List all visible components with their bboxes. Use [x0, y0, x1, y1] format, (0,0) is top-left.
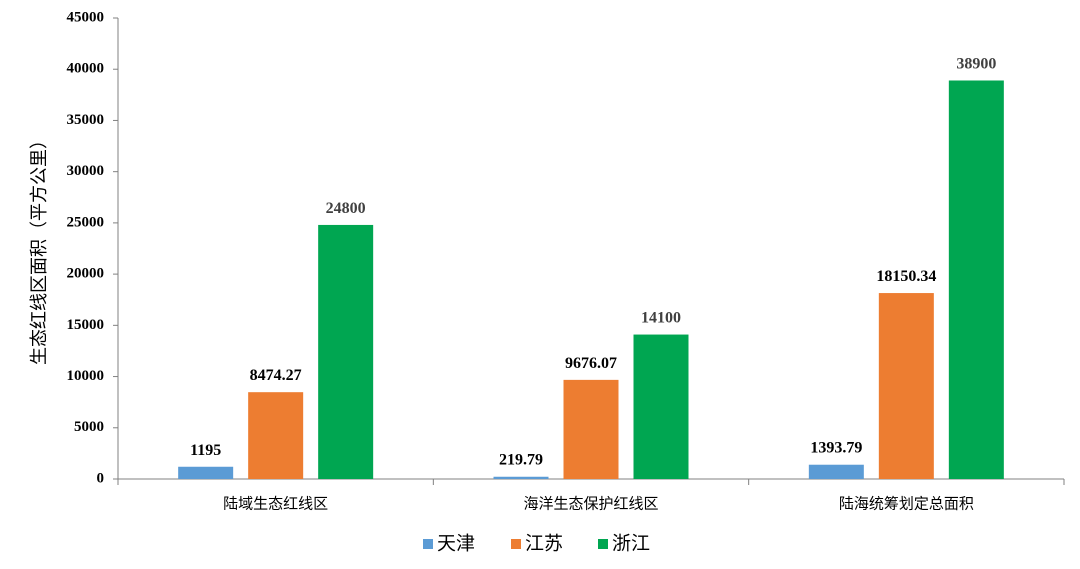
data-label: 9676.07 — [565, 355, 617, 372]
legend-swatch — [511, 539, 521, 549]
y-tick-label: 30000 — [67, 163, 105, 179]
data-label: 1195 — [190, 442, 221, 459]
data-labels: 1195 8474.27 24800 219.79 9676.07 14100 1393.7… — [190, 55, 996, 468]
y-tick-label: 20000 — [67, 266, 105, 282]
y-tick-label: 15000 — [67, 317, 105, 333]
bar — [633, 334, 689, 479]
x-axis: 陆域生态红线区 海洋生态保护红线区 陆海统筹划定总面积 — [117, 478, 1065, 513]
bar — [178, 466, 234, 479]
legend-label: 浙江 — [612, 533, 650, 555]
data-label: 219.79 — [499, 452, 543, 469]
x-category-label: 陆海统筹划定总面积 — [839, 495, 974, 513]
data-label: 14100 — [641, 310, 681, 327]
bar — [493, 476, 549, 479]
x-category-label: 陆域生态红线区 — [223, 495, 328, 513]
y-tick-label: 35000 — [67, 112, 105, 128]
y-axis: 0 5000 10000 15000 20000 25000 30000 35000 40000… — [67, 9, 119, 486]
bar — [878, 293, 934, 479]
legend-item: 江苏 — [511, 533, 563, 555]
bar — [808, 464, 864, 479]
legend-item: 浙江 — [598, 533, 650, 555]
x-category-label: 海洋生态保护红线区 — [523, 495, 658, 513]
bar — [318, 224, 374, 479]
bar — [563, 379, 619, 479]
data-label: 8474.27 — [250, 367, 302, 384]
data-label: 1393.79 — [810, 440, 862, 457]
y-tick-label: 0 — [97, 470, 105, 486]
legend-item: 天津 — [423, 533, 475, 555]
legend-label: 天津 — [437, 533, 475, 555]
legend: 天津 江苏 浙江 — [423, 533, 650, 555]
legend-swatch — [423, 539, 433, 549]
y-tick-label: 40000 — [67, 61, 105, 77]
bar — [248, 392, 304, 479]
bar — [948, 80, 1004, 479]
y-axis-label: 生态红线区面积（平方公里） — [29, 131, 50, 365]
y-tick-label: 25000 — [67, 214, 105, 230]
y-tick-label: 5000 — [74, 419, 104, 435]
legend-swatch — [598, 539, 608, 549]
data-label: 38900 — [956, 55, 996, 72]
y-tick-label: 10000 — [67, 368, 105, 384]
legend-label: 江苏 — [525, 533, 563, 555]
y-tick-label: 45000 — [67, 9, 105, 25]
bars — [178, 80, 1004, 479]
data-label: 18150.34 — [876, 268, 936, 285]
data-label: 24800 — [326, 200, 366, 217]
